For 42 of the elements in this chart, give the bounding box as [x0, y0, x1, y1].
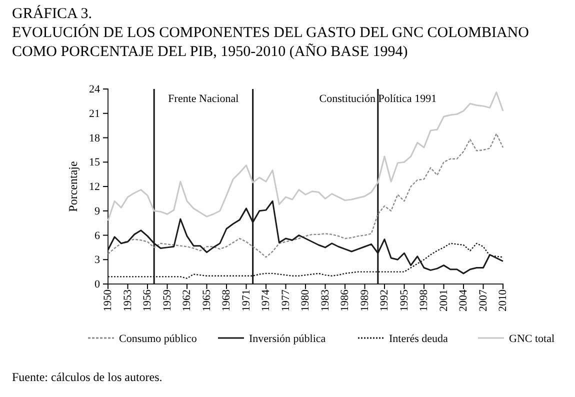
ref-line-label: Constitución Política 1991: [319, 93, 437, 105]
x-tick-label: 2004: [458, 289, 470, 312]
x-tick-label: 2007: [477, 289, 490, 312]
y-tick-label: 0: [94, 278, 100, 291]
ref-line-label: Frente Nacional: [168, 93, 239, 105]
x-tick-label: 1968: [220, 289, 233, 312]
y-axis-title: Porcentaje: [66, 161, 80, 212]
x-tick-label: 1998: [418, 289, 430, 312]
x-tick-label: 1989: [358, 289, 371, 312]
x-tick-label: 2010: [497, 289, 510, 312]
x-tick-label: 1953: [122, 289, 134, 312]
x-tick-label: 1992: [378, 290, 391, 312]
y-tick-label: 12: [89, 181, 100, 194]
x-tick-label: 1959: [161, 289, 174, 312]
y-tick-label: 24: [89, 84, 100, 96]
legend-label: Interés deuda: [389, 333, 448, 345]
x-tick-label: 1977: [280, 289, 292, 312]
x-tick-label: 1983: [319, 289, 332, 312]
x-tick-label: 1950: [102, 289, 114, 312]
x-tick-label: 1986: [339, 289, 352, 312]
x-tick-label: 2001: [438, 290, 450, 312]
x-tick-label: 1965: [200, 289, 213, 312]
x-tick-label: 1971: [240, 290, 252, 312]
legend-label: Consumo público: [119, 333, 198, 345]
y-tick-label: 21: [89, 108, 100, 120]
x-tick-label: 1974: [260, 289, 272, 312]
x-tick-label: 1995: [398, 289, 410, 312]
y-tick-label: 9: [94, 205, 100, 218]
legend-label: Inversión pública: [249, 333, 326, 345]
source-note: Fuente: cálculos de los autores.: [12, 370, 162, 384]
x-tick-label: 1956: [142, 289, 154, 312]
x-tick-label: 1962: [181, 290, 194, 312]
y-tick-label: 3: [94, 254, 100, 266]
y-tick-label: 6: [94, 230, 100, 242]
y-tick-label: 18: [89, 132, 100, 144]
chart-subtitle: EVOLUCIÓN DE LOS COMPONENTES DEL GASTO DEL GNC COLOMBIANO COMO PORCENTAJE DEL PIB, 1950-2010 (AÑO BASE 1994): [12, 24, 530, 60]
line-series: [107, 133, 504, 258]
line-series: [107, 92, 504, 222]
legend-label: GNC total: [509, 333, 555, 345]
chart-title: GRÁFICA 3.: [12, 5, 92, 22]
y-tick-label: 15: [89, 156, 100, 169]
x-tick-label: 1980: [300, 289, 312, 312]
